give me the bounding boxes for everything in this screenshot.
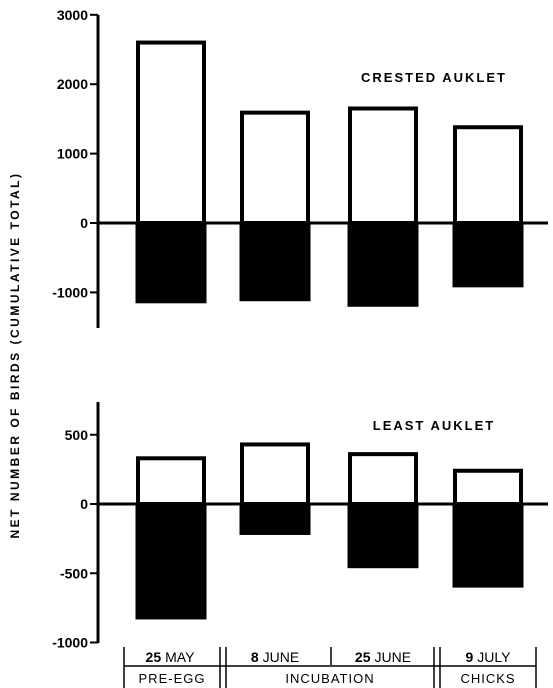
- y-tick-label: 1000: [57, 146, 88, 162]
- bar-negative: [452, 503, 524, 588]
- date-day: 25: [355, 649, 371, 665]
- bar-negative: [135, 222, 207, 304]
- bar-positive: [453, 468, 523, 507]
- date-month: JUNE: [375, 649, 412, 665]
- bar-negative: [452, 222, 524, 288]
- bar-positive: [348, 452, 418, 507]
- y-tick-label: 3000: [57, 7, 88, 23]
- phase-label: CHICKS: [460, 671, 515, 686]
- y-tick-label: -500: [60, 565, 88, 581]
- y-tick-label: 0: [80, 215, 88, 231]
- date-month: JUNE: [263, 649, 300, 665]
- date-label: 9 JULY: [466, 649, 512, 665]
- phase-label: INCUBATION: [285, 671, 374, 686]
- bar-positive: [136, 456, 206, 507]
- date-label: 8 JUNE: [251, 649, 299, 665]
- bar-negative: [347, 222, 419, 307]
- bar-negative: [135, 503, 207, 620]
- bar-positive: [453, 125, 523, 225]
- bar-negative: [239, 222, 311, 302]
- bar-positive: [240, 442, 310, 507]
- date-month: JULY: [477, 649, 511, 665]
- y-tick-label: -1000: [52, 284, 88, 300]
- date-day: 9: [466, 649, 474, 665]
- date-label: 25 JUNE: [355, 649, 411, 665]
- date-day: 25: [146, 649, 162, 665]
- phase-label: PRE-EGG: [139, 671, 206, 686]
- least-auklet-panel: 500 0 -500 -1000: [52, 402, 548, 651]
- bar-positive: [348, 106, 418, 225]
- date-day: 8: [251, 649, 259, 665]
- crested-auklet-panel: 3000 2000 1000 0 -1000: [52, 7, 548, 328]
- y-tick-label: 500: [65, 427, 89, 443]
- y-axis-label: NET NUMBER OF BIRDS (CUMULATIVE TOTAL): [8, 172, 22, 539]
- bar-positive: [240, 110, 310, 225]
- least-auklet-title: LEAST AUKLET: [373, 418, 495, 433]
- bar-negative: [347, 503, 419, 569]
- bar-positive: [136, 40, 206, 226]
- y-tick-label: -1000: [52, 635, 88, 651]
- y-tick-label: 2000: [57, 76, 88, 92]
- y-tick-label: 0: [80, 496, 88, 512]
- date-label: 25 MAY: [146, 649, 196, 665]
- crested-auklet-title: CRESTED AUKLET: [361, 70, 507, 85]
- date-month: MAY: [165, 649, 195, 665]
- bar-negative: [239, 503, 311, 535]
